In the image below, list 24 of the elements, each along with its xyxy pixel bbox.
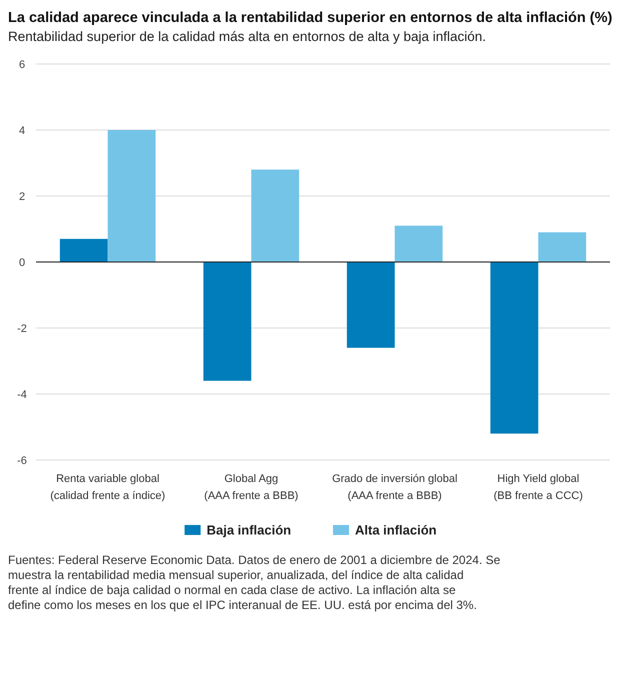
y-tick-label: 4 [18, 124, 26, 137]
y-tick-label: 0 [18, 256, 26, 269]
chart-title: La calidad aparece vinculada a la rentabilidad superior en entornos de alta inflación (%) [8, 10, 613, 26]
bar [538, 232, 586, 262]
bar [394, 226, 443, 262]
y-tick-label: -4 [17, 388, 27, 401]
chart-subtitle: Rentabilidad superior de la calidad más alta en entornos de alta y baja inflación. [8, 29, 486, 44]
legend-label: Baja inflación [206, 522, 292, 538]
bar [346, 262, 395, 348]
bar [490, 262, 538, 434]
legend-label: Alta inflación [355, 522, 437, 538]
y-tick-label: 6 [18, 58, 26, 71]
x-tick-label: Grado de inversión global (AAA frente a BBB) [332, 473, 458, 502]
y-tick-label: 2 [18, 190, 26, 203]
y-tick-label: -2 [17, 322, 27, 335]
x-tick-label: Global Agg (AAA frente a BBB) [204, 473, 298, 502]
x-tick-label: High Yield global (BB frente a CCC) [494, 473, 583, 502]
bar [203, 262, 252, 381]
y-tick-label: -6 [17, 454, 27, 467]
source-note: Fuentes: Federal Reserve Economic Data. Datos de enero de 2001 a diciembre de 2024. Se muestra la rentabilidad media mensual superior, anualizada, del índice de alta calidad frente al índice de baja calidad o normal en cada clase de activo. La inflación alta se define como los meses en los que el IPC interanual de EE. UU. está por encima del 3%. [8, 553, 501, 612]
bar [60, 238, 108, 262]
bar [108, 130, 156, 262]
x-tick-label: Renta variable global (calidad frente a índice) [50, 473, 166, 502]
bar [251, 170, 300, 262]
